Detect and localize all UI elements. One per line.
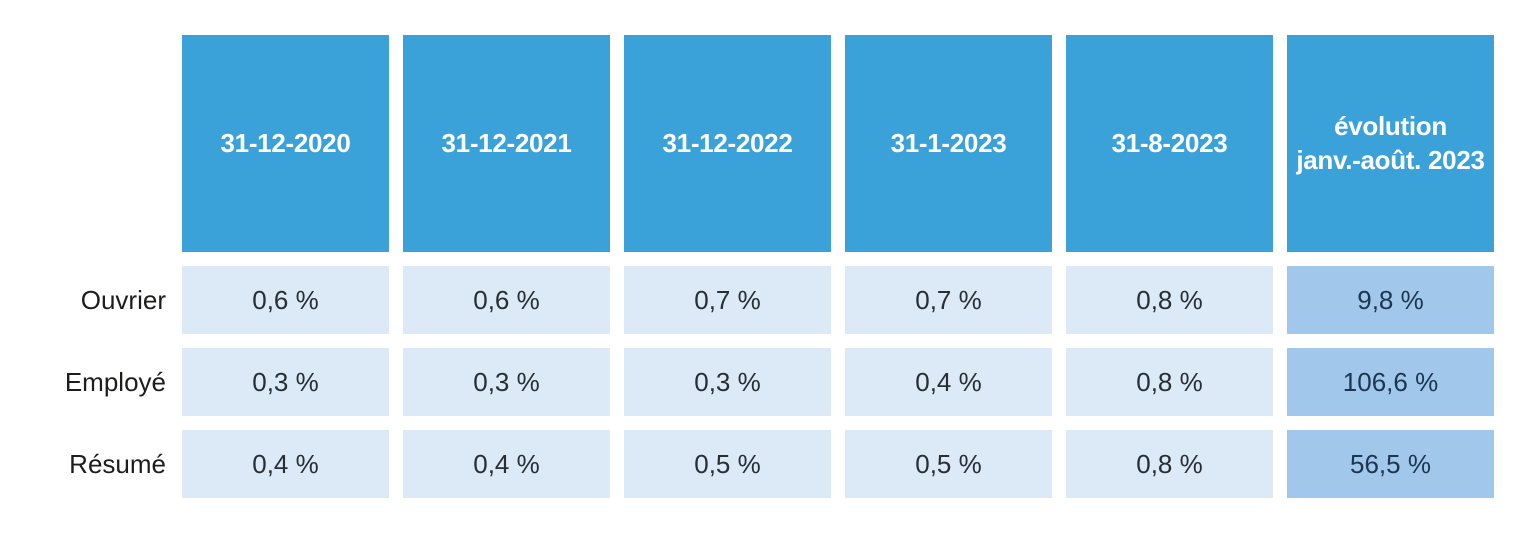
table-cell: 0,7 % (624, 266, 831, 334)
column-header: 31-1-2023 (845, 35, 1052, 252)
table-cell: 0,3 % (403, 348, 610, 416)
table-cell: 0,8 % (1066, 430, 1273, 498)
table-cell-evolution: 9,8 % (1287, 266, 1494, 334)
table-cell-evolution: 106,6 % (1287, 348, 1494, 416)
column-header: 31-12-2020 (182, 35, 389, 252)
table-cell-evolution: 56,5 % (1287, 430, 1494, 498)
table-cell: 0,6 % (182, 266, 389, 334)
table-cell: 0,3 % (182, 348, 389, 416)
table-cell: 0,4 % (845, 348, 1052, 416)
column-header: 31-12-2022 (624, 35, 831, 252)
corner-spacer (0, 35, 168, 252)
table-cell: 0,8 % (1066, 266, 1273, 334)
table-cell: 0,6 % (403, 266, 610, 334)
table-cell: 0,4 % (182, 430, 389, 498)
table-cell: 0,7 % (845, 266, 1052, 334)
column-header-evolution: évolution janv.-août. 2023 (1287, 35, 1494, 252)
column-header: 31-12-2021 (403, 35, 610, 252)
table-cell: 0,8 % (1066, 348, 1273, 416)
data-table: 31-12-2020 31-12-2021 31-12-2022 31-1-20… (0, 35, 1494, 498)
row-label: Ouvrier (80, 284, 166, 315)
table-cell: 0,3 % (624, 348, 831, 416)
row-label: Résumé (69, 448, 166, 479)
row-label: Employé (64, 366, 166, 397)
column-header: 31-8-2023 (1066, 35, 1273, 252)
table-cell: 0,5 % (845, 430, 1052, 498)
table-cell: 0,4 % (403, 430, 610, 498)
table-cell: 0,5 % (624, 430, 831, 498)
